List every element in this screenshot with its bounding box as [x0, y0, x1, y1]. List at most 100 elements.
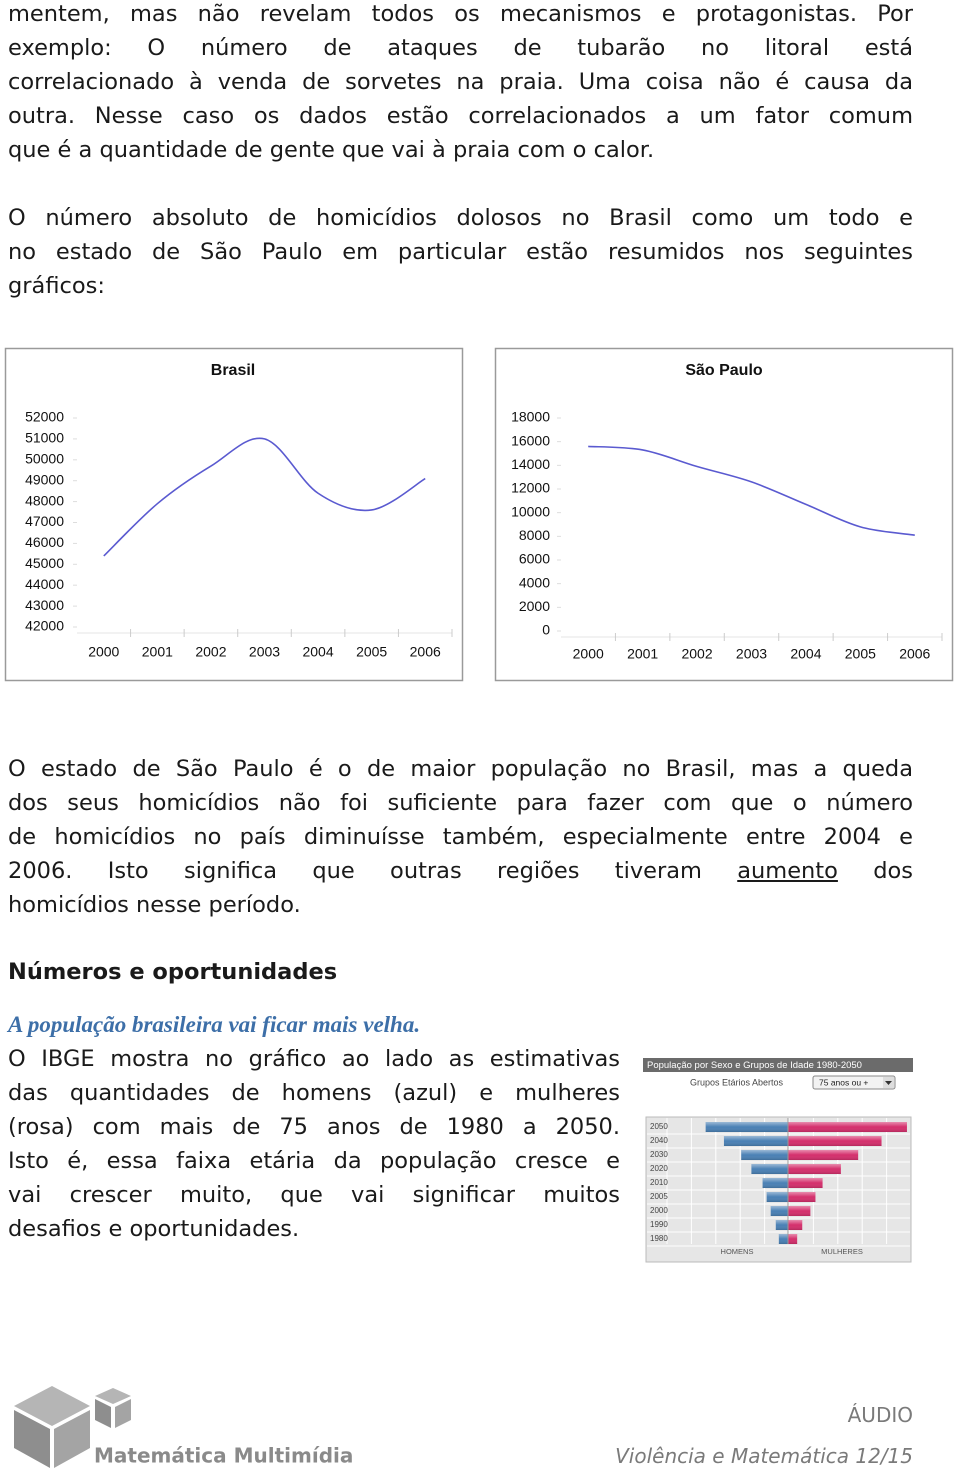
section-heading: Números e oportunidades	[8, 959, 338, 985]
x-tick-label: 2001	[627, 646, 658, 662]
logo-shape	[95, 1388, 131, 1404]
y-tick-label: 51000	[25, 430, 64, 446]
x-tick-label: 2004	[790, 646, 821, 662]
x-tick-label: 2006	[899, 646, 930, 662]
text-line: homicídios nesse período.	[8, 892, 301, 918]
chart-subtitle: Grupos Etários Abertos	[690, 1077, 784, 1087]
logo-shape	[115, 1399, 131, 1428]
text-line: desafios e oportunidades.	[8, 1216, 300, 1242]
text-line: das quantidades de homens (azul) e mulhe…	[8, 1080, 620, 1106]
text-line: (rosa) com mais de 75 anos de 1980 a 205…	[8, 1114, 620, 1140]
bar-sheen	[766, 1192, 788, 1202]
chart-frame	[4, 347, 464, 682]
header-bar	[643, 1058, 913, 1072]
y-tick-label: 52000	[25, 409, 64, 425]
x-tick-label: 2005	[356, 644, 387, 660]
logo-shape	[95, 1399, 111, 1428]
bar-sheen	[788, 1206, 811, 1216]
y-tick-label: 43000	[25, 597, 64, 613]
x-tick-label: 2003	[736, 646, 767, 662]
text-line: correlacionado à venda de sorvetes na pr…	[8, 69, 913, 95]
y-tick-label: 46000	[25, 534, 64, 550]
page-footer: Violência e Matemática 12/15	[615, 1444, 913, 1468]
y-tick-label: 2050	[650, 1122, 668, 1131]
bar-sheen	[770, 1206, 788, 1216]
selector-arrow	[885, 1081, 892, 1085]
x-tick-label: 2005	[845, 646, 876, 662]
y-tick-label: 42000	[25, 618, 64, 634]
text-line: vai crescer muito, que vai significar mu…	[8, 1182, 620, 1208]
y-tick-label: 2010	[650, 1178, 668, 1187]
y-tick-label: 2005	[650, 1192, 668, 1201]
selector[interactable]	[812, 1075, 896, 1090]
underlined-text: aumento	[737, 858, 838, 884]
y-tick-label: 49000	[25, 471, 64, 487]
x-tick-label: 2002	[195, 644, 226, 660]
data-line	[103, 437, 426, 557]
text-line: no estado de São Paulo em particular est…	[8, 239, 913, 265]
bar-sheen	[788, 1150, 859, 1160]
y-tick-label: 2000	[519, 598, 550, 614]
text-line: O número absoluto de homicídios dolosos …	[8, 205, 913, 231]
text-line: O estado de São Paulo é o de maior popul…	[8, 756, 913, 782]
logo-shape	[54, 1410, 90, 1468]
y-tick-label: 44000	[25, 576, 64, 592]
logo: Matemática Multimídia	[14, 1386, 353, 1468]
y-tick-label: 1990	[650, 1220, 668, 1229]
y-tick-label: 8000	[519, 527, 550, 543]
chart-frame	[494, 347, 954, 682]
x-tick-label: 2000	[573, 646, 604, 662]
subheading: A população brasileira vai ficar mais ve…	[8, 1012, 421, 1037]
bar-sheen	[788, 1192, 816, 1202]
y-tick-label: 48000	[25, 492, 64, 508]
chart-title: População por Sexo e Grupos de Idade 198…	[647, 1060, 862, 1071]
selector-label: 75 anos ou +	[819, 1077, 868, 1087]
data-line	[588, 445, 915, 536]
bar-sheen	[788, 1122, 907, 1132]
text-line: exemplo: O número de ataques de tubarão …	[8, 35, 913, 61]
audio-label: ÁUDIO	[847, 1403, 913, 1427]
logo-shape	[14, 1410, 50, 1468]
bar-sheen	[788, 1136, 882, 1146]
text-line: de homicídios no país diminuísse também,…	[8, 824, 913, 850]
y-tick-label: 12000	[511, 480, 550, 496]
y-tick-label: 2030	[650, 1150, 668, 1159]
y-tick-label: 10000	[511, 503, 550, 519]
y-tick-label: 6000	[519, 551, 550, 567]
x-tick-label: 2001	[142, 644, 173, 660]
chart-brasil: Brasil 42000 43000 44000 45000 46000 47000 4800…	[4, 347, 464, 682]
y-tick-label: 2000	[650, 1206, 668, 1215]
y-tick-label: 45000	[25, 555, 64, 571]
x-tick-label: 2000	[88, 644, 119, 660]
chart-pyramid: População por Sexo e Grupos de Idade 198…	[643, 1058, 913, 1263]
y-tick-label: 2040	[650, 1136, 668, 1145]
bar-sheen	[762, 1178, 788, 1188]
text-line: outra. Nesse caso os dados estão correla…	[8, 103, 913, 129]
text-line: dos seus homicídios não foi suficiente p…	[8, 790, 913, 816]
text-line: Isto é, essa faixa etária da população c…	[8, 1148, 620, 1174]
bar-sheen	[705, 1122, 788, 1132]
y-tick-label: 50000	[25, 451, 64, 467]
y-tick-label: 2020	[650, 1164, 668, 1173]
bar-sheen	[788, 1234, 798, 1244]
text: 2006. Isto significa que outras regiões …	[8, 858, 738, 884]
logo-shape	[14, 1386, 90, 1426]
bar-sheen	[778, 1234, 788, 1244]
bar-sheen	[788, 1178, 823, 1188]
legend-label: HOMENS	[721, 1247, 754, 1256]
x-tick-label: 2006	[410, 644, 441, 660]
bar-sheen	[788, 1164, 841, 1174]
bar-sheen	[788, 1220, 803, 1230]
y-tick-label: 47000	[25, 513, 64, 529]
y-tick-label: 18000	[511, 409, 550, 425]
text-line: gráficos:	[8, 273, 105, 299]
x-tick-label: 2003	[249, 644, 280, 660]
y-tick-label: 14000	[511, 456, 550, 472]
y-tick-label: 0	[542, 622, 550, 638]
text: dos	[837, 858, 913, 884]
text-line: 2006. Isto significa que outras regiões …	[8, 854, 913, 888]
chart-title: Brasil	[211, 362, 255, 379]
y-tick-label: 1980	[650, 1234, 668, 1243]
bar-sheen	[723, 1136, 788, 1146]
logo-text: Matemática Multimídia	[94, 1444, 353, 1468]
